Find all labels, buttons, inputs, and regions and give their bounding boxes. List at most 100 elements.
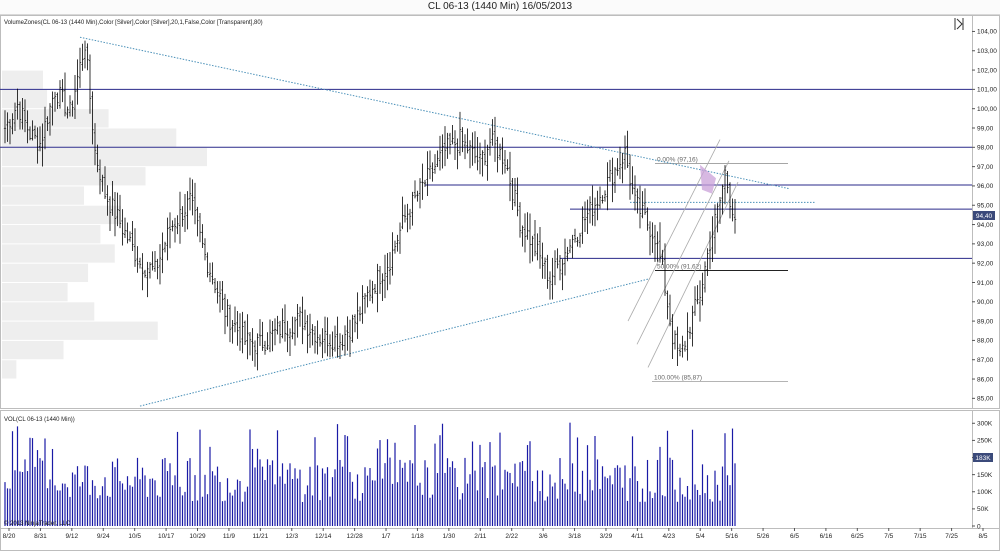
price-bar[interactable] bbox=[591, 185, 594, 226]
price-bar[interactable] bbox=[21, 98, 24, 130]
price-bar[interactable] bbox=[146, 261, 149, 298]
price-bar[interactable] bbox=[36, 127, 39, 164]
price-bar[interactable] bbox=[611, 157, 614, 203]
price-bar[interactable] bbox=[28, 126, 32, 141]
price-bar[interactable] bbox=[353, 314, 357, 333]
price-bar[interactable] bbox=[623, 135, 627, 170]
price-bar[interactable] bbox=[98, 159, 102, 195]
price-bar[interactable] bbox=[501, 137, 504, 175]
price-bar[interactable] bbox=[388, 252, 392, 285]
price-bar[interactable] bbox=[128, 231, 132, 242]
price-bar[interactable] bbox=[356, 292, 359, 339]
price-bar[interactable] bbox=[638, 185, 642, 229]
price-bar[interactable] bbox=[458, 111, 462, 156]
price-bar[interactable] bbox=[428, 150, 432, 180]
price-bar[interactable] bbox=[111, 180, 114, 216]
price-bar[interactable] bbox=[168, 212, 172, 249]
price-bar[interactable] bbox=[281, 308, 284, 339]
price-bar[interactable] bbox=[568, 239, 572, 254]
price-bar[interactable] bbox=[358, 306, 362, 322]
price-bar[interactable] bbox=[401, 196, 404, 230]
price-bar[interactable] bbox=[608, 159, 612, 182]
price-bar[interactable] bbox=[718, 196, 722, 224]
price-bar[interactable] bbox=[508, 151, 512, 202]
price-bar[interactable] bbox=[631, 166, 634, 195]
downtrend-line[interactable] bbox=[79, 36, 791, 190]
price-bar[interactable] bbox=[621, 152, 624, 184]
price-bar[interactable] bbox=[648, 221, 652, 256]
price-bar[interactable] bbox=[716, 203, 719, 233]
price-bar[interactable] bbox=[393, 240, 397, 254]
price-bar[interactable] bbox=[533, 219, 537, 257]
price-bar[interactable] bbox=[681, 335, 684, 358]
highlight-triangle[interactable] bbox=[700, 164, 716, 194]
price-bar[interactable] bbox=[176, 215, 179, 235]
price-bar[interactable] bbox=[573, 228, 577, 243]
price-bar[interactable] bbox=[313, 326, 317, 354]
price-bar[interactable] bbox=[646, 207, 649, 231]
price-bar[interactable] bbox=[521, 225, 524, 247]
price-bar[interactable] bbox=[411, 191, 414, 226]
price-bar[interactable] bbox=[481, 150, 484, 177]
price-bar[interactable] bbox=[566, 246, 569, 262]
price-bar[interactable] bbox=[551, 257, 554, 300]
price-bar[interactable] bbox=[178, 191, 182, 244]
price-bar[interactable] bbox=[723, 165, 727, 205]
price-bar[interactable] bbox=[231, 319, 234, 344]
price-bar[interactable] bbox=[708, 231, 712, 270]
price-bar[interactable] bbox=[213, 278, 217, 294]
price-bar[interactable] bbox=[91, 91, 94, 145]
price-bar[interactable] bbox=[596, 190, 599, 221]
price-bar[interactable] bbox=[108, 196, 112, 231]
price-bar[interactable] bbox=[286, 320, 289, 353]
price-bar[interactable] bbox=[241, 311, 244, 354]
price-bar[interactable] bbox=[8, 119, 12, 145]
price-bar[interactable] bbox=[341, 334, 344, 351]
price-bar[interactable] bbox=[331, 331, 334, 357]
price-bar[interactable] bbox=[93, 123, 97, 166]
price-bar[interactable] bbox=[88, 54, 92, 114]
price-bar[interactable] bbox=[58, 80, 62, 109]
price-bar[interactable] bbox=[38, 126, 42, 152]
price-bar[interactable] bbox=[238, 313, 242, 351]
price-bar[interactable] bbox=[453, 130, 457, 161]
price-bar[interactable] bbox=[538, 226, 542, 269]
price-bar[interactable] bbox=[163, 241, 167, 253]
price-bar[interactable] bbox=[301, 296, 304, 345]
price-bar[interactable] bbox=[413, 180, 417, 199]
price-bar[interactable] bbox=[698, 280, 702, 322]
price-bar[interactable] bbox=[563, 238, 567, 276]
price-bar[interactable] bbox=[528, 213, 532, 264]
price-bar[interactable] bbox=[666, 290, 669, 320]
price-bar[interactable] bbox=[433, 154, 437, 174]
price-bar[interactable] bbox=[391, 232, 394, 276]
price-bar[interactable] bbox=[643, 188, 647, 215]
price-bar[interactable] bbox=[496, 136, 499, 173]
price-bar[interactable] bbox=[248, 332, 252, 356]
price-bar[interactable] bbox=[571, 234, 574, 259]
price-bar[interactable] bbox=[223, 293, 227, 335]
price-bar[interactable] bbox=[588, 196, 592, 224]
price-bar[interactable] bbox=[686, 312, 689, 361]
price-bar[interactable] bbox=[476, 137, 479, 171]
price-bar[interactable] bbox=[721, 184, 724, 215]
price-bar[interactable] bbox=[731, 198, 734, 222]
price-bar[interactable] bbox=[416, 190, 419, 202]
price-bar[interactable] bbox=[456, 138, 459, 170]
price-bar[interactable] bbox=[18, 101, 22, 130]
price-bar[interactable] bbox=[246, 314, 249, 360]
price-bar[interactable] bbox=[311, 324, 314, 346]
price-bar[interactable] bbox=[548, 271, 552, 300]
price-bar[interactable] bbox=[668, 294, 672, 327]
price-bar[interactable] bbox=[116, 192, 119, 227]
price-bar[interactable] bbox=[276, 315, 279, 335]
price-bar[interactable] bbox=[583, 201, 587, 232]
price-bar[interactable] bbox=[373, 283, 377, 294]
price-bar[interactable] bbox=[121, 209, 124, 246]
price-bar[interactable] bbox=[61, 79, 64, 103]
price-bar[interactable] bbox=[376, 263, 379, 313]
price-bar[interactable] bbox=[518, 202, 522, 238]
price-bar[interactable] bbox=[703, 261, 707, 293]
price-bar[interactable] bbox=[271, 321, 274, 352]
